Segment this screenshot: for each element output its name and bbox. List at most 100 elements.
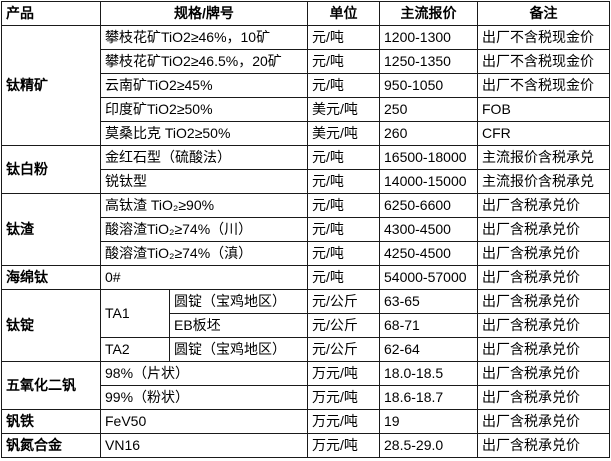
grade-cell: TA1 xyxy=(100,289,170,338)
unit-cell: 元/吨 xyxy=(307,49,380,74)
spec-cell: 圆锭（宝鸡地区） xyxy=(169,289,308,314)
unit-cell: 万元/吨 xyxy=(307,361,380,386)
table-row: 钛渣 高钛渣 TiO₂≥90% 元/吨 6250-6600 出厂含税承兑价 xyxy=(1,193,610,266)
product-cell: 钒氮合金 xyxy=(1,433,101,458)
header-row: 产品 规格/牌号 单位 主流报价 备注 xyxy=(1,1,610,26)
price-cell: 950-1050 xyxy=(379,73,478,98)
price-cell: 1200-1300 xyxy=(379,25,478,50)
price-cell: 54000-57000 xyxy=(379,265,478,290)
price-cell: 68-71 xyxy=(379,313,478,338)
unit-cell: 美元/吨 xyxy=(307,97,380,122)
unit-cell: 万元/吨 xyxy=(307,409,380,434)
spec-cell: 金红石型（硫酸法） xyxy=(100,145,308,170)
unit-cell: 元/吨 xyxy=(307,217,380,242)
unit-cell: 元/吨 xyxy=(307,241,380,266)
header-product: 产品 xyxy=(1,1,101,26)
header-price: 主流报价 xyxy=(379,1,478,26)
price-cell: 62-64 xyxy=(379,337,478,362)
note-cell: 出厂含税承兑价 xyxy=(477,433,610,458)
spec-cell: 高钛渣 TiO₂≥90% xyxy=(100,193,308,218)
product-cell: 钒铁 xyxy=(1,409,101,434)
header-unit: 单位 xyxy=(307,1,380,26)
spec-cell: FeV50 xyxy=(100,409,308,434)
table-row: 酸溶渣TiO₂≥74%（川） 元/吨 4300-4500 出厂含税承兑价 xyxy=(2,217,610,242)
product-cell: 钛锭 xyxy=(1,289,101,362)
spec-cell: 酸溶渣TiO₂≥74%（川） xyxy=(100,217,308,242)
spec-cell: 圆锭（宝鸡地区） xyxy=(169,337,308,362)
table-row: 攀枝花矿TiO2≥46.5%，20矿 元/吨 1250-1350 出厂不含税现金… xyxy=(2,49,610,74)
product-cell: 钛白粉 xyxy=(1,145,101,194)
price-cell: 6250-6600 xyxy=(379,193,478,218)
price-cell: 250 xyxy=(379,97,478,122)
price-cell: 28.5-29.0 xyxy=(379,433,478,458)
price-cell: 63-65 xyxy=(379,289,478,314)
note-cell: 出厂含税承兑价 xyxy=(477,217,610,242)
note-cell: 出厂不含税现金价 xyxy=(477,73,610,98)
header-spec: 规格/牌号 xyxy=(100,1,308,26)
note-cell: FOB xyxy=(477,97,610,122)
table-row: 钒铁 FeV50 万元/吨 19 出厂含税承兑价 xyxy=(1,409,610,434)
price-cell: 16500-18000 xyxy=(379,145,478,170)
product-cell: 钛渣 xyxy=(1,193,101,266)
spec-cell: 云南矿TiO2≥45% xyxy=(100,73,308,98)
spec-cell: 酸溶渣TiO₂≥74%（滇） xyxy=(100,241,308,266)
unit-cell: 万元/吨 xyxy=(307,433,380,458)
table-row: EB板坯 元/公斤 68-71 出厂含税承兑价 xyxy=(2,313,610,338)
grade-cell: TA2 xyxy=(100,337,170,362)
product-cell: 钛精矿 xyxy=(1,25,101,146)
spec-cell: 锐钛型 xyxy=(100,169,308,194)
price-cell: 4250-4500 xyxy=(379,241,478,266)
note-cell: 出厂含税承兑价 xyxy=(477,409,610,434)
spec-cell: 攀枝花矿TiO2≥46.5%，20矿 xyxy=(100,49,308,74)
spec-cell: 0# xyxy=(100,265,308,290)
note-cell: 出厂含税承兑价 xyxy=(477,265,610,290)
unit-cell: 万元/吨 xyxy=(307,385,380,410)
note-cell: 主流报价含税承兑 xyxy=(477,169,610,194)
unit-cell: 元/吨 xyxy=(307,265,380,290)
spec-cell: EB板坯 xyxy=(169,313,308,338)
price-cell: 260 xyxy=(379,121,478,146)
unit-cell: 元/公斤 xyxy=(307,313,380,338)
unit-cell: 元/吨 xyxy=(307,25,380,50)
table-row: 云南矿TiO2≥45% 元/吨 950-1050 出厂不含税现金价 xyxy=(2,73,610,98)
unit-cell: 元/吨 xyxy=(307,169,380,194)
table-row: 五氧化二钒 98%（片状） 万元/吨 18.0-18.5 出厂含税承兑价 xyxy=(1,361,610,410)
table-row: 99%（粉状） 万元/吨 18.6-18.7 出厂含税承兑价 xyxy=(2,385,610,410)
note-cell: 出厂含税承兑价 xyxy=(477,193,610,218)
price-cell: 18.6-18.7 xyxy=(379,385,478,410)
table-row: 莫桑比克 TiO2≥50% 美元/吨 260 CFR xyxy=(2,121,610,146)
table-row: 海绵钛 0# 元/吨 54000-57000 出厂含税承兑价 xyxy=(1,265,610,290)
unit-cell: 元/吨 xyxy=(307,145,380,170)
spec-cell: 99%（粉状） xyxy=(100,385,308,410)
table-row: 钛白粉 金红石型（硫酸法） 元/吨 16500-18000 主流报价含税承兑 xyxy=(1,145,610,194)
product-cell: 海绵钛 xyxy=(1,265,101,290)
spec-cell: 莫桑比克 TiO2≥50% xyxy=(100,121,308,146)
table-row: 钒氮合金 VN16 万元/吨 28.5-29.0 出厂含税承兑价 xyxy=(1,433,610,458)
spec-cell: VN16 xyxy=(100,433,308,458)
price-cell: 19 xyxy=(379,409,478,434)
note-cell: 出厂含税承兑价 xyxy=(477,313,610,338)
note-cell: 出厂含税承兑价 xyxy=(477,361,610,386)
spec-cell: 印度矿TiO2≥50% xyxy=(100,97,308,122)
price-cell: 1250-1350 xyxy=(379,49,478,74)
table-row: 钛精矿 攀枝花矿TiO2≥46%，10矿 元/吨 1200-1300 出厂不含税… xyxy=(1,25,610,146)
note-cell: 出厂含税承兑价 xyxy=(477,241,610,266)
note-cell: 出厂不含税现金价 xyxy=(477,49,610,74)
table-row: 印度矿TiO2≥50% 美元/吨 250 FOB xyxy=(2,97,610,122)
spec-cell: 98%（片状） xyxy=(100,361,308,386)
unit-cell: 美元/吨 xyxy=(307,121,380,146)
product-cell: 五氧化二钒 xyxy=(1,361,101,410)
price-cell: 4300-4500 xyxy=(379,217,478,242)
unit-cell: 元/公斤 xyxy=(307,337,380,362)
price-cell: 14000-15000 xyxy=(379,169,478,194)
spec-cell: 攀枝花矿TiO2≥46%，10矿 xyxy=(100,25,308,50)
price-cell: 18.0-18.5 xyxy=(379,361,478,386)
unit-cell: 元/吨 xyxy=(307,73,380,98)
note-cell: CFR xyxy=(477,121,610,146)
note-cell: 出厂含税承兑价 xyxy=(477,337,610,362)
note-cell: 出厂不含税现金价 xyxy=(477,25,610,50)
unit-cell: 元/公斤 xyxy=(307,289,380,314)
unit-cell: 元/吨 xyxy=(307,193,380,218)
table-row: 钛锭 TA1 圆锭（宝鸡地区） 元/公斤 63-65 出厂含税承兑价 xyxy=(1,289,610,362)
